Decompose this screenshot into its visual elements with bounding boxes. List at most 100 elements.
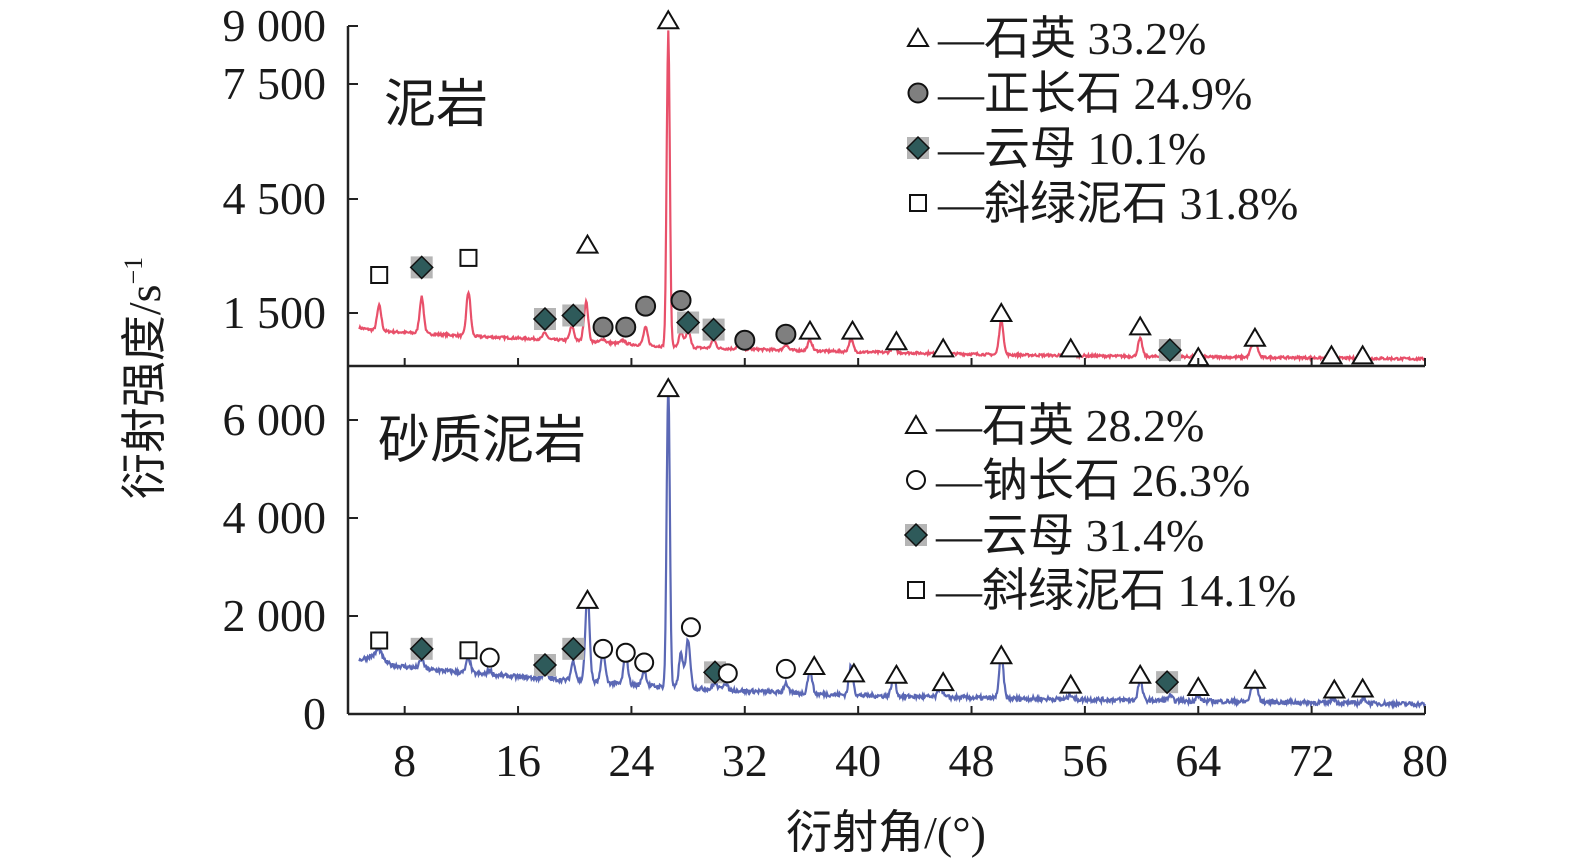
open-circle-marker-icon [775,658,796,679]
legend-label: —云母 31.4% [935,510,1204,561]
peak-marker-triangle [802,655,826,675]
diamond-marker-icon [701,317,726,342]
triangle-marker-icon [840,319,865,340]
peak-marker-diamond [676,310,701,335]
peak-marker-filled-circle [615,316,637,338]
triangle-marker-icon [802,655,826,675]
triangle-marker-icon [1350,344,1375,365]
peak-marker-square [459,641,478,660]
peak-marker-triangle [1128,663,1152,684]
square-marker-icon [907,581,925,599]
triangle-marker-icon [1186,676,1211,697]
x-tick-label: 64 [1175,735,1221,786]
y-tick-label: 1 500 [223,287,327,338]
diamond-marker-icon [561,303,586,328]
peak-marker-triangle [1243,326,1267,347]
triangle-marker-icon [1058,673,1083,694]
peak-marker-square [370,631,389,650]
peak-marker-filled-circle [592,316,614,338]
peak-marker-diamond [409,255,434,280]
peak-marker-square [370,266,389,284]
diamond-marker-icon [905,135,931,161]
triangle-marker-icon [884,663,909,684]
diamond-marker-icon [532,652,558,678]
peak-marker-triangle [798,319,822,340]
legend-marker-diamond [903,522,929,548]
peak-marker-open-circle [775,658,796,679]
open-circle-marker-icon [634,652,655,673]
legend-marker-open-circle [906,470,926,490]
peak-marker-triangle [1058,673,1083,694]
peak-marker-open-circle [615,642,636,663]
peak-marker-triangle [656,377,681,398]
legend-marker-triangle [904,414,928,434]
peak-marker-triangle [1350,677,1375,698]
filled-circle-marker-icon [615,316,637,338]
square-marker-icon [370,266,389,284]
peak-marker-triangle [842,662,866,683]
peak-markers [370,9,1375,699]
y-tick-label: 9 000 [223,0,327,51]
peak-marker-open-circle [593,638,614,659]
legend-label: —石英 28.2% [935,400,1204,451]
x-tick-label: 24 [608,735,654,786]
peak-marker-diamond [409,636,434,661]
triangle-marker-icon [798,319,822,340]
triangle-marker-icon [656,377,681,398]
triangle-marker-icon [931,671,955,692]
legend-label: —正长石 24.9% [937,68,1252,119]
x-tick-label: 56 [1062,735,1108,786]
peak-marker-diamond [1157,338,1182,363]
filled-circle-marker-icon [734,329,756,351]
legend-label: —云母 10.1% [937,123,1206,174]
peak-marker-diamond [701,317,726,342]
legend-marker-square [909,194,927,212]
triangle-marker-icon [989,644,1014,665]
triangle-marker-icon [904,414,928,434]
peak-marker-triangle [884,663,909,684]
triangle-marker-icon [1128,315,1152,336]
peak-marker-diamond [561,636,586,661]
triangle-marker-icon [1128,663,1152,684]
triangle-marker-icon [1322,678,1347,699]
y-tick-label: 2 000 [223,590,327,641]
triangle-marker-icon [1243,668,1267,689]
y-axis-label-group: 衍射强度/s−1 [119,257,170,499]
triangle-marker-icon [1243,326,1267,347]
peak-marker-triangle [575,233,600,254]
y-axis-label: 衍射强度/s−1 [119,257,170,499]
y-axis-label-main: 衍射强度/s [119,284,170,499]
peak-marker-diamond [532,652,558,678]
diamond-marker-icon [676,310,701,335]
diamond-marker-icon [903,522,929,548]
panel-title-bottom: 砂质泥岩 [378,413,586,470]
peak-marker-filled-circle [734,329,756,351]
filled-circle-marker-icon [907,82,929,104]
x-tick-label: 8 [393,735,416,786]
peak-marker-open-circle [479,647,500,668]
square-marker-icon [370,631,389,650]
open-circle-marker-icon [479,647,500,668]
peak-marker-open-circle [634,652,655,673]
legend-label: —斜绿泥石 31.8% [937,178,1298,229]
diamond-marker-icon [561,636,586,661]
legend-marker-square [907,581,925,599]
peak-marker-triangle [1243,668,1267,689]
y-tick-label: 7 500 [223,58,327,109]
triangle-marker-icon [931,337,955,358]
diamond-marker-icon [409,636,434,661]
legend-marker-triangle [906,27,930,47]
peak-marker-diamond [1155,670,1180,695]
peak-marker-diamond [561,303,586,328]
triangle-marker-icon [1319,344,1344,365]
diamond-marker-icon [1155,670,1180,695]
peak-marker-triangle [840,319,865,340]
peak-marker-triangle [989,302,1014,322]
open-circle-marker-icon [680,617,701,638]
peak-marker-filled-circle [670,289,692,311]
peak-marker-triangle [656,9,681,30]
peak-marker-triangle [1350,344,1375,365]
y-tick-label: 4 000 [223,492,327,543]
panel-title-top: 泥岩 [384,77,488,134]
